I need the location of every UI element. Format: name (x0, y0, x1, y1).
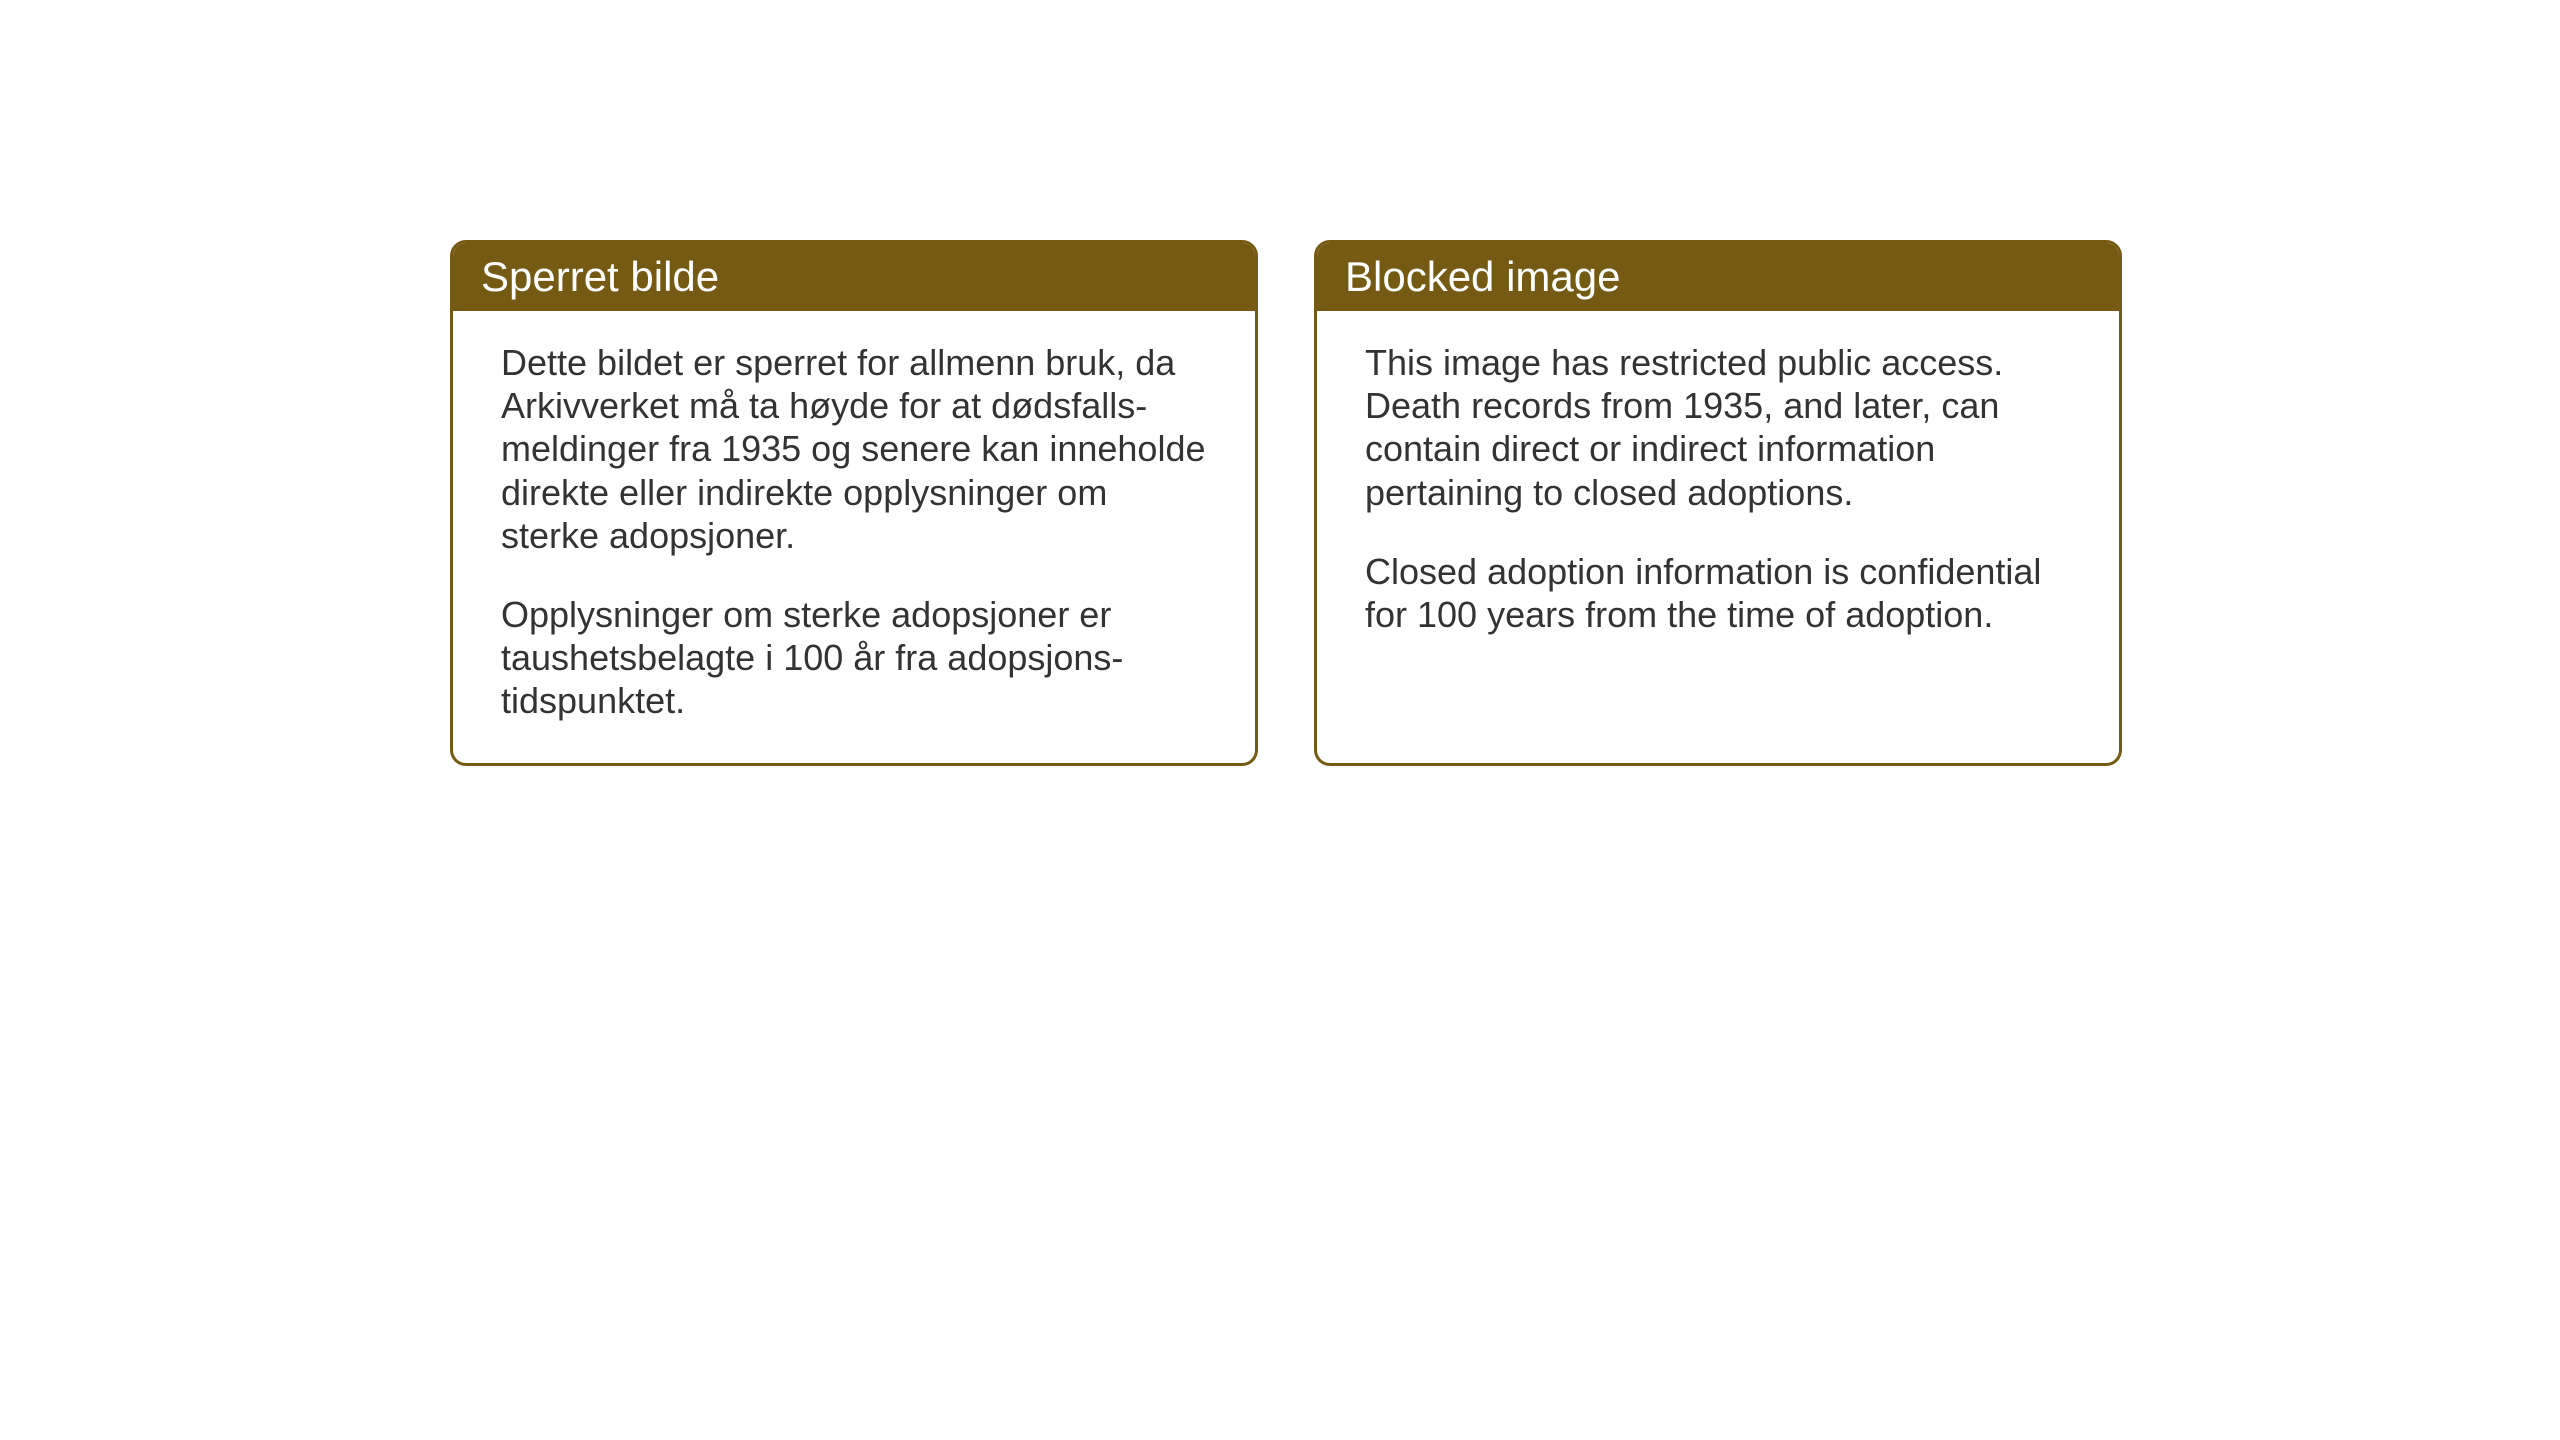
card-paragraph-1-english: This image has restricted public access.… (1365, 341, 2071, 514)
card-english: Blocked image This image has restricted … (1314, 240, 2122, 766)
card-header-norwegian: Sperret bilde (453, 243, 1255, 311)
card-body-english: This image has restricted public access.… (1317, 311, 2119, 741)
card-norwegian: Sperret bilde Dette bildet er sperret fo… (450, 240, 1258, 766)
card-paragraph-1-norwegian: Dette bildet er sperret for allmenn bruk… (501, 341, 1207, 557)
card-header-english: Blocked image (1317, 243, 2119, 311)
card-title-norwegian: Sperret bilde (481, 253, 719, 300)
cards-container: Sperret bilde Dette bildet er sperret fo… (450, 240, 2122, 766)
card-body-norwegian: Dette bildet er sperret for allmenn bruk… (453, 311, 1255, 763)
card-title-english: Blocked image (1345, 253, 1620, 300)
card-paragraph-2-english: Closed adoption information is confident… (1365, 550, 2071, 636)
card-paragraph-2-norwegian: Opplysninger om sterke adopsjoner er tau… (501, 593, 1207, 723)
